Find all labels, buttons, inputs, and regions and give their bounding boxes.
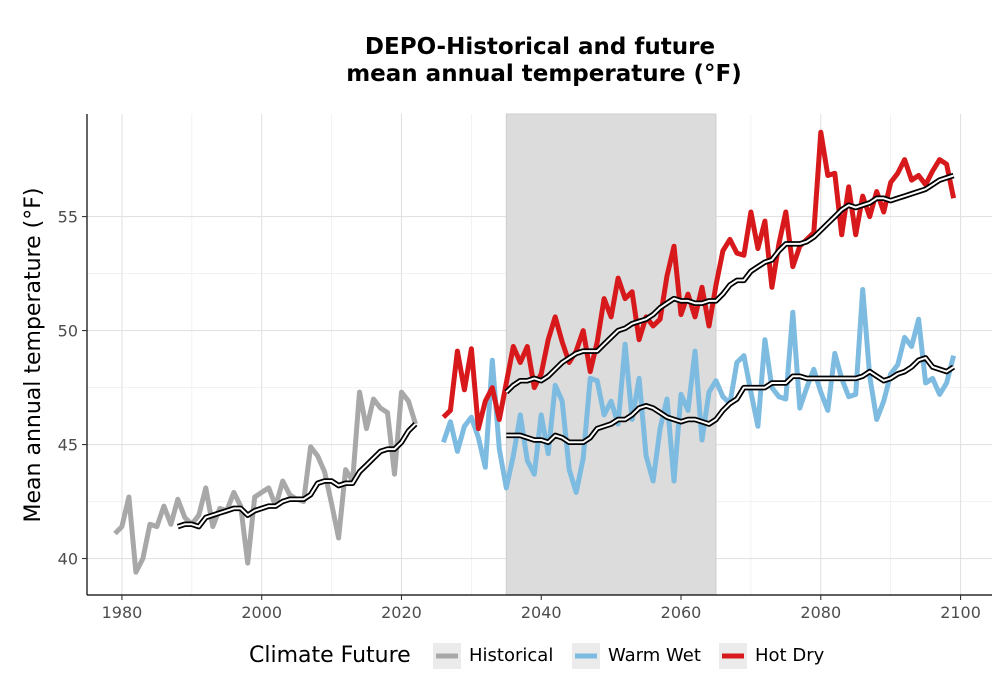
x-tick-label: 2040 [521, 603, 562, 622]
x-tick-label: 2000 [241, 603, 282, 622]
chart-title-line-1: DEPO-Historical and future [365, 34, 715, 60]
y-tick-label: 50 [58, 322, 78, 341]
chart-title-line-2: mean annual temperature (°F) [346, 61, 742, 87]
legend-title: Climate Future [249, 643, 411, 668]
x-tick-label: 2060 [661, 603, 702, 622]
y-axis-title: Mean annual temperature (°F) [21, 188, 46, 523]
legend-label-historical: Historical [469, 645, 553, 666]
series-line-historical [113, 389, 418, 575]
legend: Climate Future Historical Warm Wet Hot D… [249, 643, 825, 669]
legend-label-warm-wet: Warm Wet [608, 645, 701, 666]
moving-average-core [177, 423, 417, 528]
x-tick-label: 2020 [381, 603, 422, 622]
y-tick-label: 40 [58, 550, 78, 569]
series-layer [113, 129, 957, 575]
legend-label-hot-dry: Hot Dry [755, 645, 825, 666]
y-tick-label: 55 [58, 208, 78, 227]
moving-average-core [506, 356, 955, 444]
moving-average-outline [176, 422, 418, 530]
axis-layer: 1980 2000 2020 2040 2060 2080 2100 40 45 50 55 [58, 114, 992, 622]
moving-average-core [505, 174, 954, 393]
x-tick-label: 1980 [102, 603, 143, 622]
x-tick-label: 2080 [800, 603, 841, 622]
x-tick-label: 2100 [940, 603, 981, 622]
shade-layer [505, 113, 717, 596]
shaded-period [505, 113, 717, 596]
series-line-warm-wet [441, 287, 957, 495]
y-tick-label: 45 [58, 436, 78, 455]
